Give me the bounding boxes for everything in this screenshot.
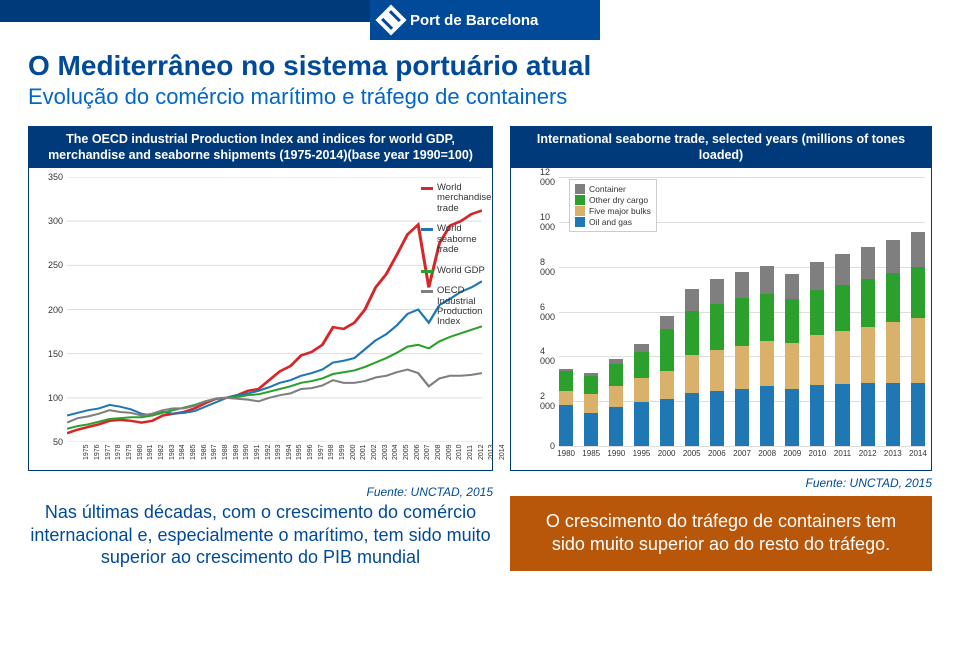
bar-group <box>559 369 573 446</box>
x-axis-tick: 1990 <box>607 449 625 458</box>
y-axis-tick: 200 <box>48 305 67 315</box>
left-chart-plot-area: 5010015020025030035019751976197719781979… <box>67 177 482 442</box>
bar-group <box>609 359 623 446</box>
y-axis-tick: 300 <box>48 216 67 226</box>
port-logo-icon <box>375 4 406 35</box>
y-axis-tick: 150 <box>48 349 67 359</box>
right-chart-title: International seaborne trade, selected y… <box>511 127 931 168</box>
x-axis-tick: 2013 <box>884 449 902 458</box>
bar-group <box>584 373 598 446</box>
x-axis-tick: 2014 <box>909 449 927 458</box>
left-chart-container: The OECD industrial Production Index and… <box>28 126 493 471</box>
bottom-right-block: Fuente: UNCTAD, 2015 O crescimento do tr… <box>510 476 932 571</box>
bar-group <box>861 247 875 446</box>
right-chart-legend: ContainerOther dry cargoFive major bulks… <box>569 179 657 232</box>
legend-item: Container <box>575 184 651 194</box>
y-axis-tick: 2 000 <box>540 391 559 411</box>
page-title-block: O Mediterrâneo no sistema portuário atua… <box>28 50 591 110</box>
x-axis-tick: 2011 <box>834 449 851 458</box>
x-axis-tick: 2010 <box>808 449 826 458</box>
x-axis-tick: 2006 <box>708 449 726 458</box>
y-axis-tick: 100 <box>48 393 67 403</box>
bar-group <box>735 272 749 446</box>
bar-group <box>660 316 674 446</box>
legend-item: World GDP <box>421 266 489 276</box>
left-chart-title: The OECD industrial Production Index and… <box>29 127 492 168</box>
bar-group <box>835 254 849 446</box>
x-axis-tick: 2000 <box>658 449 676 458</box>
y-axis-tick: 12 000 <box>540 167 559 187</box>
y-axis-tick: 6 000 <box>540 302 559 322</box>
y-axis-tick: 8 000 <box>540 257 559 277</box>
bar-group <box>710 279 724 446</box>
highlight-callout: O crescimento do tráfego de containers t… <box>510 496 932 571</box>
legend-item: World merchandise trade <box>421 183 489 214</box>
page-subtitle: Evolução do comércio marítimo e tráfego … <box>28 84 591 110</box>
bar-group <box>685 289 699 446</box>
right-source-label: Fuente: UNCTAD, 2015 <box>510 476 932 490</box>
x-axis-tick: 1995 <box>633 449 651 458</box>
brand-text: Port de Barcelona <box>410 12 538 29</box>
page-title: O Mediterrâneo no sistema portuário atua… <box>28 50 591 82</box>
legend-item: World seaborne trade <box>421 224 489 255</box>
x-axis-tick: 2009 <box>783 449 801 458</box>
bar-group <box>760 266 774 446</box>
bar-group <box>634 344 648 446</box>
y-axis-tick: 350 <box>48 172 67 182</box>
header-accent-bar <box>0 0 370 22</box>
x-axis-tick: 2012 <box>859 449 877 458</box>
x-axis-tick: 2005 <box>683 449 701 458</box>
bottom-left-block: Fuente: UNCTAD, 2015 Nas últimas décadas… <box>28 485 493 569</box>
legend-item: Oil and gas <box>575 217 651 227</box>
legend-item: Other dry cargo <box>575 195 651 205</box>
x-axis-tick: 1980 <box>557 449 575 458</box>
line-chart-svg <box>67 177 482 442</box>
right-chart-container: International seaborne trade, selected y… <box>510 126 932 471</box>
y-axis-tick: 4 000 <box>540 346 559 366</box>
bar-group <box>911 232 925 446</box>
x-axis-tick: 2008 <box>758 449 776 458</box>
bottom-left-text: Nas últimas décadas, com o crescimento d… <box>28 501 493 569</box>
x-axis-tick: 1985 <box>582 449 600 458</box>
legend-item: OECD Industrial Production Index <box>421 286 489 328</box>
left-chart-legend: World merchandise trade World seaborne tr… <box>421 183 489 338</box>
legend-item: Five major bulks <box>575 206 651 216</box>
y-axis-tick: 10 000 <box>540 212 559 232</box>
y-axis-tick: 250 <box>48 260 67 270</box>
x-axis-tick: 2007 <box>733 449 751 458</box>
left-source-label: Fuente: UNCTAD, 2015 <box>28 485 493 499</box>
brand-bar: Port de Barcelona <box>370 0 600 40</box>
bar-group <box>785 274 799 446</box>
bar-group <box>810 262 824 446</box>
x-axis-labels: 1975197619771978197919801981198219831984… <box>53 446 486 460</box>
bar-group <box>886 240 900 446</box>
